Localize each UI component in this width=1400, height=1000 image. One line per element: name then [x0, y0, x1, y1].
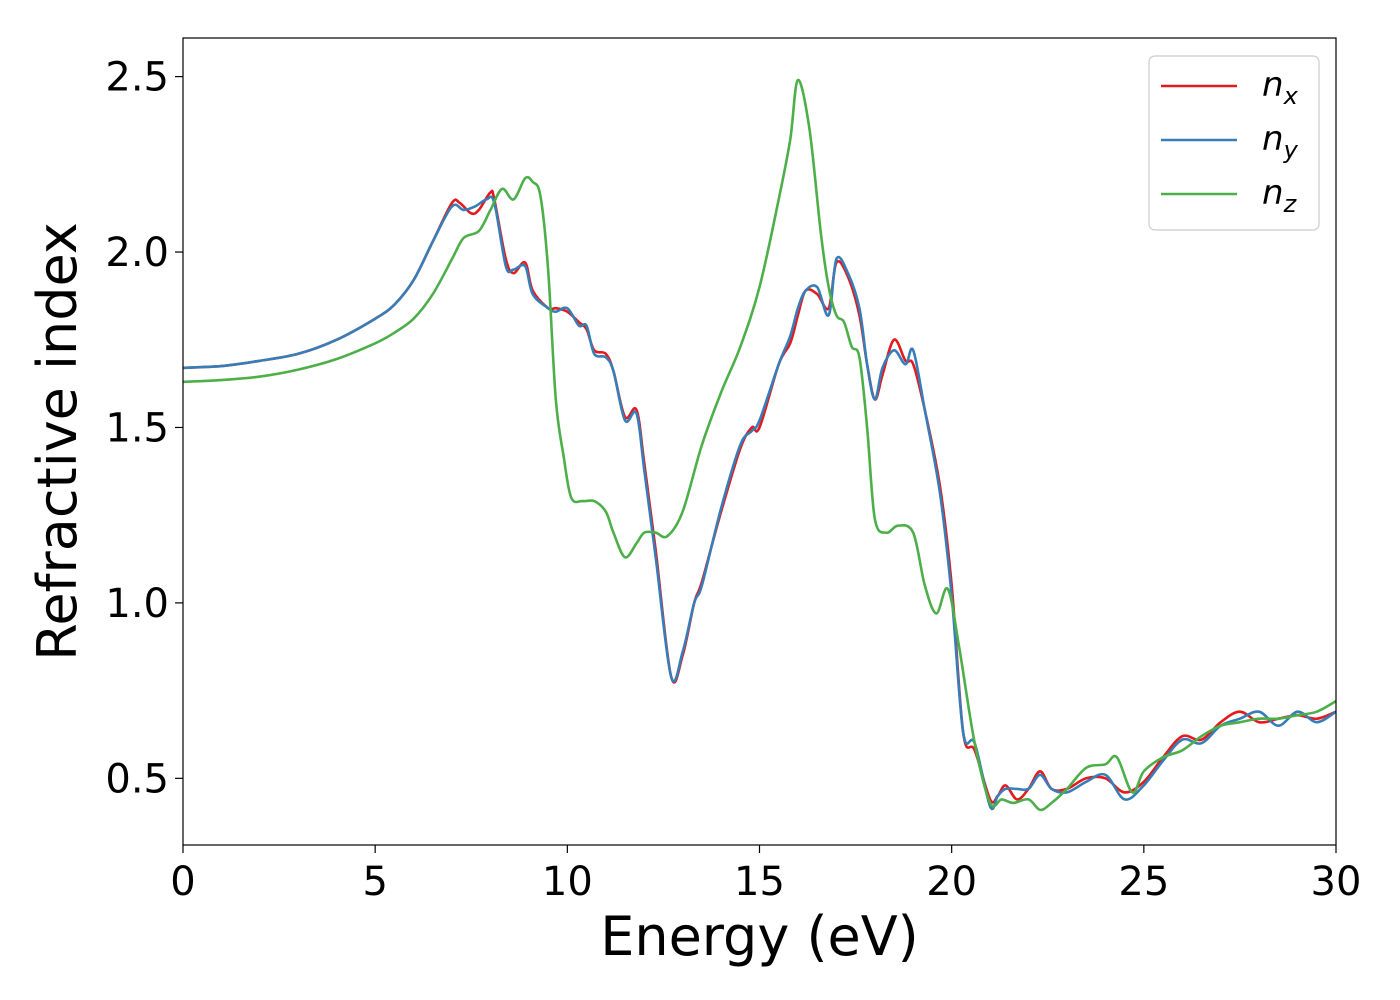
x-tick-label: 25 [1118, 859, 1169, 905]
y-axis-title: Refractive index [26, 222, 89, 661]
legend-label-ny: ny [1262, 119, 1299, 164]
y-tick-label: 1.0 [105, 581, 169, 627]
x-tick-label: 0 [170, 859, 195, 905]
legend: nx ny nz [1148, 55, 1320, 231]
y-axis: 0.5 1.0 1.5 2.0 2.5 [105, 55, 183, 802]
series-line-ny [182, 195, 1337, 811]
legend-box [1148, 55, 1320, 231]
series-line-nx [182, 189, 1337, 804]
x-tick-label: 30 [1311, 859, 1362, 905]
x-axis-title: Energy (eV) [600, 905, 919, 968]
x-axis: 0 5 10 15 20 25 30 [170, 845, 1361, 905]
y-tick-label: 0.5 [105, 756, 169, 802]
series-line-nz [182, 78, 1337, 812]
x-tick-label: 15 [734, 859, 785, 905]
y-tick-label: 1.5 [105, 405, 169, 451]
legend-label-nz: nz [1262, 173, 1298, 218]
y-tick-label: 2.5 [105, 55, 169, 101]
y-tick-label: 2.0 [105, 230, 169, 276]
series-layer [182, 78, 1337, 812]
x-tick-label: 20 [926, 859, 977, 905]
x-tick-label: 5 [362, 859, 387, 905]
x-tick-label: 10 [542, 859, 593, 905]
legend-label-nx: nx [1262, 65, 1299, 110]
